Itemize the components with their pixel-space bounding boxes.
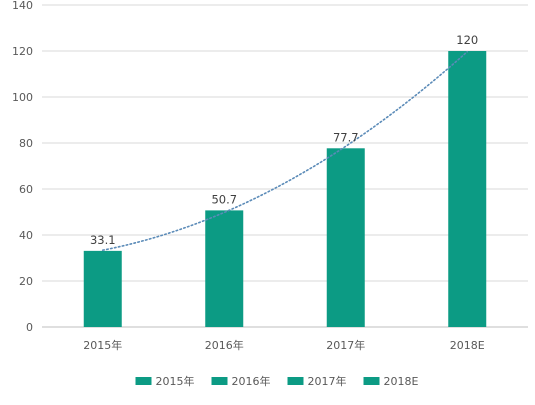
legend-label: 2015年 xyxy=(156,374,195,388)
y-tick-label: 100 xyxy=(12,91,33,104)
y-axis: 0 20 40 60 80 100 120 140 xyxy=(12,0,33,334)
legend-item: 2018E xyxy=(363,375,419,388)
trendline xyxy=(101,50,469,251)
gridlines xyxy=(42,4,528,328)
y-tick-label: 0 xyxy=(26,321,33,334)
y-tick-label: 60 xyxy=(19,183,33,196)
legend-item: 2016年 xyxy=(211,374,271,388)
legend-label: 2017年 xyxy=(308,374,347,388)
data-labels: 33.1 50.7 77.7 120 xyxy=(90,33,478,247)
x-axis: 2015年 2016年 2017年 2018E xyxy=(83,338,485,352)
y-tick-label: 40 xyxy=(19,229,33,242)
data-label: 50.7 xyxy=(211,192,237,206)
bar xyxy=(83,250,122,327)
legend-item: 2017年 xyxy=(287,374,347,388)
data-label: 120 xyxy=(456,33,478,47)
legend-swatch xyxy=(363,377,380,385)
legend-swatch xyxy=(211,377,228,385)
y-tick-label: 140 xyxy=(12,0,33,12)
x-tick-label: 2015年 xyxy=(83,338,122,352)
legend-swatch xyxy=(135,377,152,385)
legend-label: 2018E xyxy=(384,375,419,388)
bar xyxy=(205,210,244,327)
y-tick-label: 120 xyxy=(12,45,33,58)
legend-swatch xyxy=(287,377,304,385)
data-label: 33.1 xyxy=(90,233,116,247)
legend: 2015年 2016年 2017年 2018E xyxy=(135,374,419,388)
y-tick-label: 20 xyxy=(19,275,33,288)
x-tick-label: 2017年 xyxy=(326,338,365,352)
bars xyxy=(83,51,487,327)
data-label: 77.7 xyxy=(333,130,359,144)
x-tick-label: 2018E xyxy=(450,339,485,352)
legend-label: 2016年 xyxy=(232,374,271,388)
x-tick-label: 2016年 xyxy=(205,338,244,352)
bar xyxy=(448,51,487,327)
trendline-path xyxy=(101,50,469,251)
legend-item: 2015年 xyxy=(135,374,195,388)
bar xyxy=(326,148,365,327)
y-tick-label: 80 xyxy=(19,137,33,150)
